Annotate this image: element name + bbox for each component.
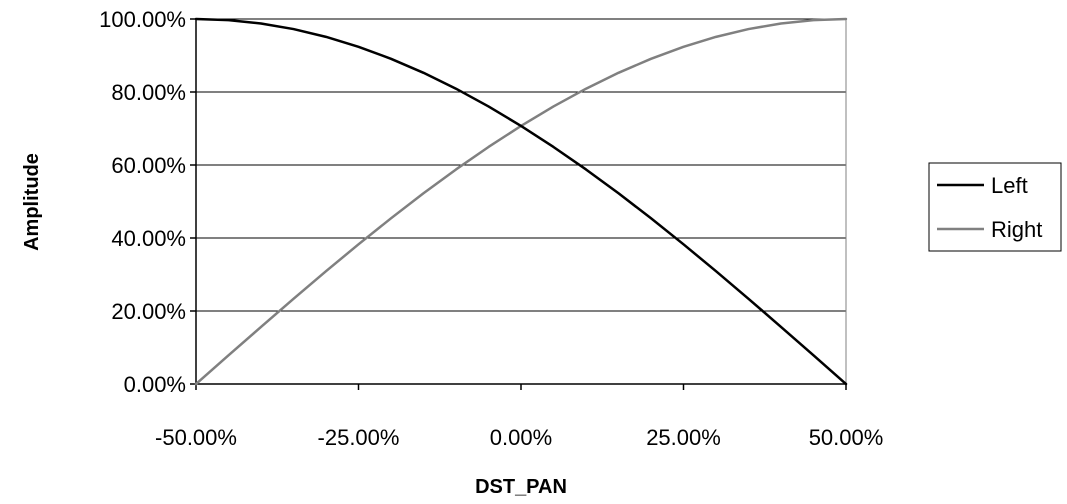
legend-label-right: Right — [991, 217, 1042, 242]
y-tick-label-2: 40.00% — [111, 226, 186, 251]
series-line-left — [194, 17, 848, 386]
y-tick-label-0: 0.00% — [124, 372, 186, 397]
x-tick-label-0: -50.00% — [155, 425, 237, 450]
axes — [190, 18, 847, 390]
y-tick-label-5: 100.00% — [99, 7, 186, 32]
y-axis-title: Amplitude — [21, 153, 43, 251]
gridlines — [196, 18, 846, 312]
legend: Left Right — [928, 162, 1062, 252]
legend-label-left: Left — [991, 173, 1028, 198]
x-tick-label-3: 25.00% — [646, 425, 721, 450]
x-tick-label-4: 50.00% — [809, 425, 884, 450]
series-lines — [194, 17, 848, 386]
x-tick-labels: -50.00% -25.00% 0.00% 25.00% 50.00% — [155, 425, 883, 450]
x-tick-label-1: -25.00% — [318, 425, 400, 450]
y-tick-label-3: 60.00% — [111, 153, 186, 178]
x-axis-title: DST_PAN — [475, 476, 567, 498]
legend-box — [928, 162, 1062, 252]
y-tick-label-1: 20.00% — [111, 299, 186, 324]
x-tick-label-2: 0.00% — [490, 425, 552, 450]
series-line-right — [194, 17, 848, 386]
y-tick-label-4: 80.00% — [111, 80, 186, 105]
y-tick-labels: 0.00% 20.00% 40.00% 60.00% 80.00% 100.00% — [99, 7, 186, 397]
